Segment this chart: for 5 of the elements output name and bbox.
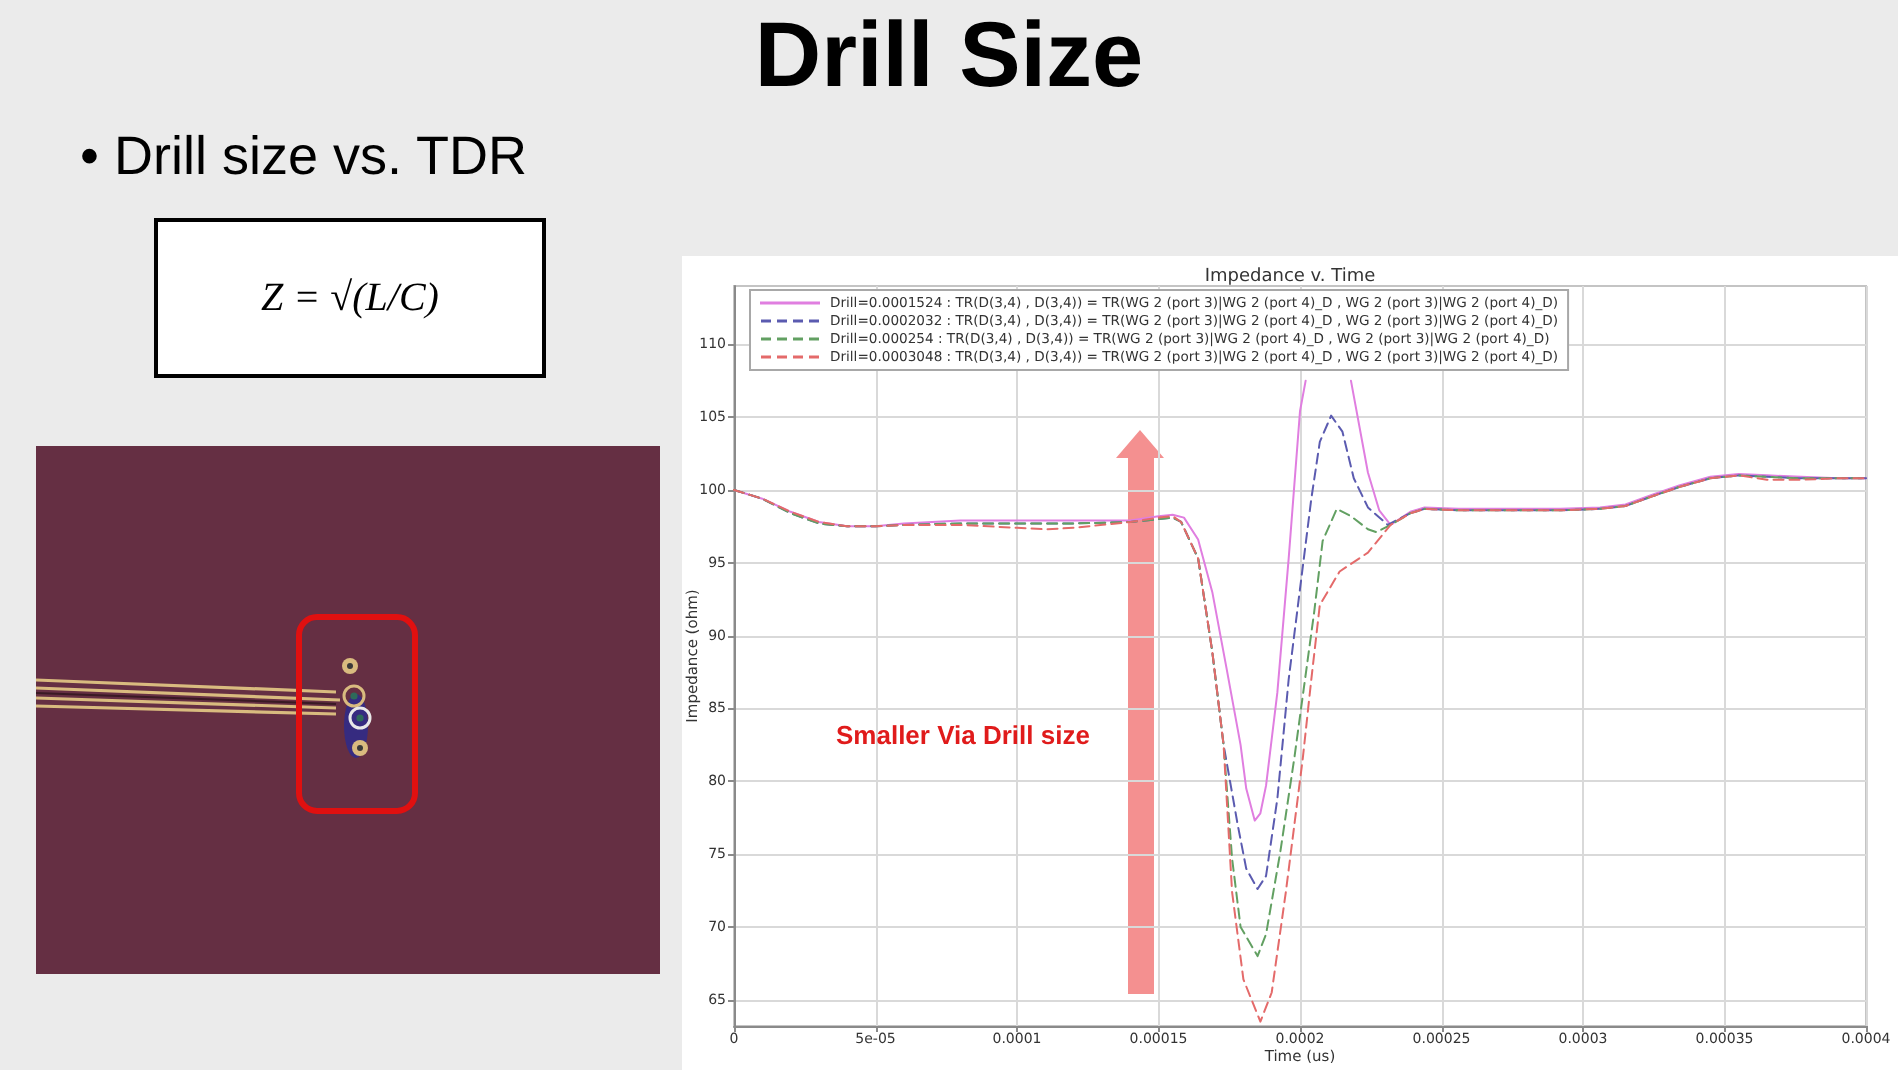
annotation: Smaller Via Drill size — [836, 720, 1090, 750]
chart-title: Impedance v. Time — [1204, 267, 1377, 287]
text: Drill Size — [752, 2, 1146, 106]
text: Z = √(L/C) — [261, 275, 439, 321]
text: • Drill size vs. TDR — [80, 124, 527, 190]
